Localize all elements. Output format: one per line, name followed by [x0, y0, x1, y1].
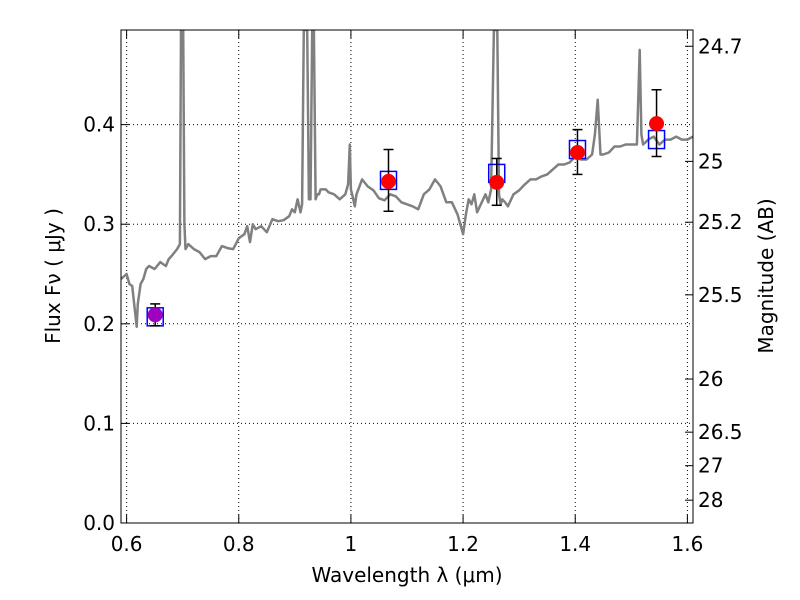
x-tick-label: 1.6	[671, 532, 703, 556]
y2-tick-label: 24.7	[698, 34, 743, 58]
y2-tick-label: 26	[698, 367, 723, 391]
plot-frame	[120, 29, 694, 524]
x-tick-label: 1	[345, 532, 358, 556]
y2-axis-label: Magnitude (AB)	[754, 198, 778, 353]
y-tick-label: 0.3	[83, 212, 115, 236]
y-tick-label: 0.1	[83, 411, 115, 435]
y-tick-label: 0.0	[83, 511, 115, 535]
observed-point	[380, 173, 396, 189]
y-tick-label: 0.2	[83, 312, 115, 336]
axis-ticks	[121, 30, 693, 524]
y2-tick-label: 25.5	[698, 283, 743, 307]
model-spectrum-layer	[121, 30, 693, 329]
y2-tick-label: 25.2	[698, 210, 743, 234]
observed-point	[649, 116, 665, 132]
y-tick-labels: 0.0 0.1 0.2 0.3 0.4	[83, 113, 115, 535]
y2-tick-label: 28	[698, 488, 723, 512]
x-axis-label: Wavelength λ (μm)	[311, 563, 502, 587]
grid	[121, 30, 693, 523]
observed-errorbars	[150, 89, 662, 327]
observed-points	[147, 116, 665, 323]
y2-tick-label: 27	[698, 454, 723, 478]
observed-point	[569, 145, 585, 161]
y-tick-label: 0.4	[83, 113, 115, 137]
x-tick-label: 1.4	[559, 532, 591, 556]
observed-point	[489, 174, 505, 190]
observed-point	[147, 307, 163, 323]
x-tick-label: 0.8	[223, 532, 255, 556]
x-tick-label: 1.2	[447, 532, 479, 556]
model-spectrum-line	[121, 30, 693, 329]
x-tick-labels: 0.6 0.8 1 1.2 1.4 1.6	[111, 532, 704, 556]
y-axis-label: Flux Fν ( μJy )	[41, 208, 65, 344]
x-tick-label: 0.6	[111, 532, 143, 556]
y2-tick-labels: 24.7 25 25.2 25.5 26 26.5 27 28	[698, 34, 743, 512]
y2-tick-label: 26.5	[698, 420, 743, 444]
y2-tick-label: 25	[698, 149, 723, 173]
